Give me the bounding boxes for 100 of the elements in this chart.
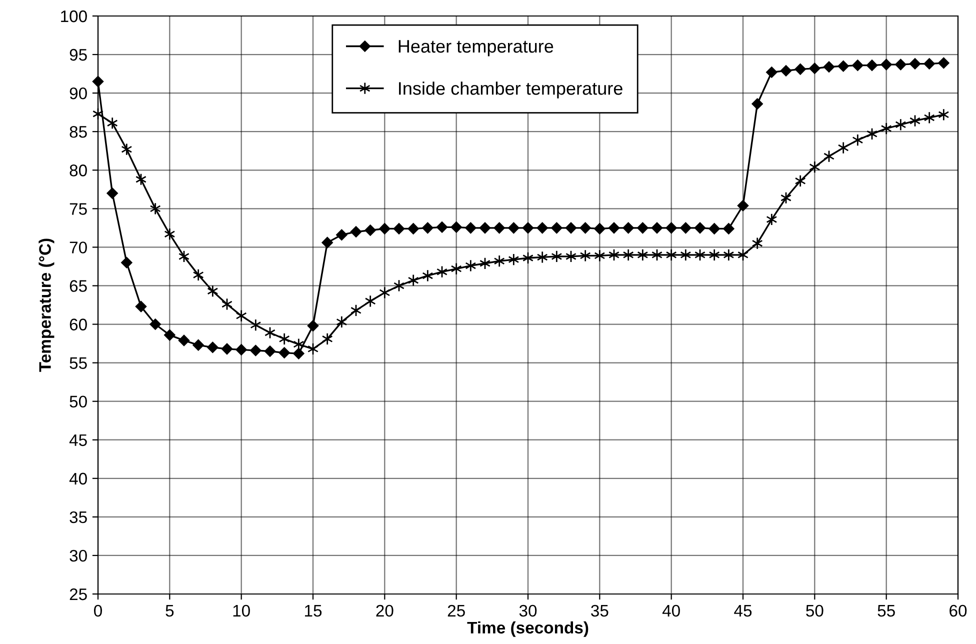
point xyxy=(895,58,906,70)
point xyxy=(436,222,448,233)
point xyxy=(708,248,720,262)
point xyxy=(293,348,304,360)
point xyxy=(150,318,161,330)
point xyxy=(322,236,333,248)
point xyxy=(880,122,892,135)
point xyxy=(307,320,319,332)
point xyxy=(752,98,763,110)
point xyxy=(150,202,161,215)
point xyxy=(192,268,204,282)
y-tick-label: 55 xyxy=(70,357,87,370)
point xyxy=(364,224,376,236)
point xyxy=(350,226,362,238)
point xyxy=(594,249,606,262)
point xyxy=(465,222,476,234)
point xyxy=(379,286,390,299)
point xyxy=(408,274,419,287)
point xyxy=(236,344,247,356)
point xyxy=(551,250,562,263)
x-tick-label: 55 xyxy=(878,605,895,617)
point xyxy=(809,160,820,174)
point xyxy=(450,262,462,276)
point xyxy=(250,318,262,332)
x-tick-label: 0 xyxy=(94,604,102,617)
point xyxy=(236,310,247,322)
point xyxy=(680,222,692,234)
x-tick-label: 35 xyxy=(591,604,608,617)
y-tick-label: 75 xyxy=(70,203,87,215)
point xyxy=(909,58,921,70)
point xyxy=(852,60,864,71)
point xyxy=(422,269,434,282)
point xyxy=(164,228,176,240)
point xyxy=(708,223,720,234)
point xyxy=(766,66,778,78)
x-tick-label: 50 xyxy=(806,604,824,617)
point xyxy=(408,223,419,234)
point xyxy=(852,134,864,146)
point xyxy=(278,347,290,358)
x-axis-title: Time (seconds) xyxy=(467,621,588,637)
point xyxy=(895,118,906,131)
x-tick-label: 10 xyxy=(233,604,250,617)
point xyxy=(608,222,620,234)
point xyxy=(565,222,577,234)
point xyxy=(336,316,348,328)
point xyxy=(666,222,677,234)
y-tick-label: 95 xyxy=(70,48,87,61)
point xyxy=(580,222,591,234)
point xyxy=(752,237,763,250)
point xyxy=(450,222,462,233)
y-tick-label: 80 xyxy=(70,164,87,176)
point xyxy=(250,344,262,356)
point xyxy=(580,249,591,262)
y-tick-label: 100 xyxy=(61,10,87,22)
point xyxy=(938,57,950,69)
point xyxy=(393,223,405,234)
x-tick-label: 60 xyxy=(950,604,967,617)
point xyxy=(508,222,520,234)
x-tick-label: 40 xyxy=(662,604,680,617)
point xyxy=(121,257,132,268)
point xyxy=(164,329,176,341)
y-tick-label: 85 xyxy=(70,126,87,138)
point xyxy=(192,339,204,351)
point xyxy=(866,60,878,71)
point xyxy=(766,213,778,226)
y-tick-label: 40 xyxy=(69,472,87,485)
y-tick-label: 25 xyxy=(70,588,87,600)
point xyxy=(594,223,606,234)
point xyxy=(207,284,218,298)
point xyxy=(651,222,663,234)
x-tick-label: 45 xyxy=(734,605,752,617)
point xyxy=(121,143,132,156)
point xyxy=(135,300,147,312)
y-tick-label: 35 xyxy=(70,511,87,524)
point xyxy=(364,294,376,308)
point xyxy=(637,222,648,234)
point xyxy=(522,222,534,234)
point xyxy=(178,334,190,346)
point xyxy=(106,188,118,199)
point xyxy=(536,222,548,234)
y-tick-label: 45 xyxy=(69,434,87,446)
point xyxy=(924,58,935,70)
x-tick-label: 15 xyxy=(305,605,322,617)
point xyxy=(508,253,520,266)
point xyxy=(723,223,734,234)
point xyxy=(264,346,276,357)
x-tick-label: 20 xyxy=(376,604,394,617)
y-tick-label: 60 xyxy=(70,318,87,330)
point xyxy=(494,254,505,268)
point xyxy=(622,222,634,234)
y-tick-label: 70 xyxy=(70,242,87,254)
point xyxy=(838,60,849,72)
point xyxy=(551,222,562,234)
point xyxy=(536,250,548,264)
point xyxy=(479,222,491,234)
point xyxy=(924,111,935,124)
point xyxy=(207,342,218,353)
point xyxy=(823,61,835,72)
point xyxy=(680,248,692,262)
point xyxy=(379,223,390,234)
